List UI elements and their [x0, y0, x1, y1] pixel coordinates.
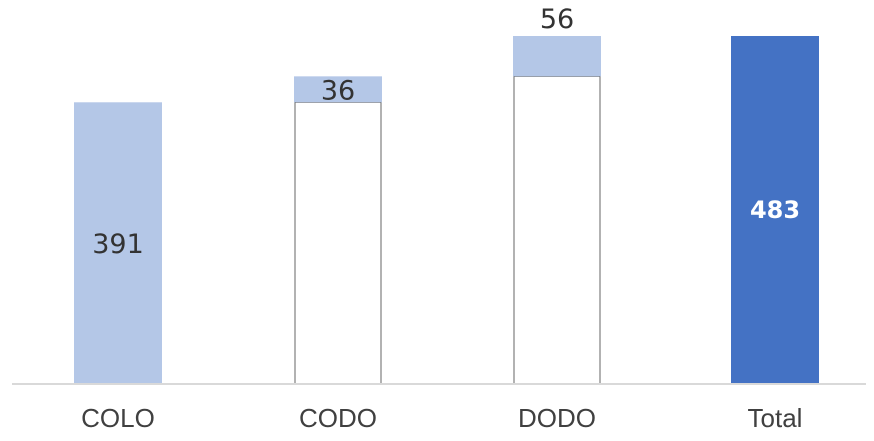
category-label-dodo: DODO — [518, 403, 596, 433]
category-label-colo: COLO — [81, 403, 155, 433]
category-label-codo: CODO — [299, 403, 377, 433]
bar-total — [731, 36, 819, 384]
bar-colo — [74, 102, 162, 385]
bar-dodo — [513, 36, 601, 77]
value-label-colo: 391 — [92, 229, 144, 260]
value-label-total: 483 — [750, 196, 800, 224]
labels-layer: 391 COLO 36 CODO 56 DODO 483 Total — [81, 4, 802, 433]
bar-base-dodo — [513, 75, 601, 385]
bars-layer — [74, 36, 819, 385]
value-label-codo: 36 — [321, 75, 355, 106]
category-label-total: Total — [748, 403, 803, 433]
bar-base-codo — [294, 101, 382, 385]
value-label-dodo: 56 — [540, 4, 574, 35]
bar-codo — [294, 76, 382, 103]
